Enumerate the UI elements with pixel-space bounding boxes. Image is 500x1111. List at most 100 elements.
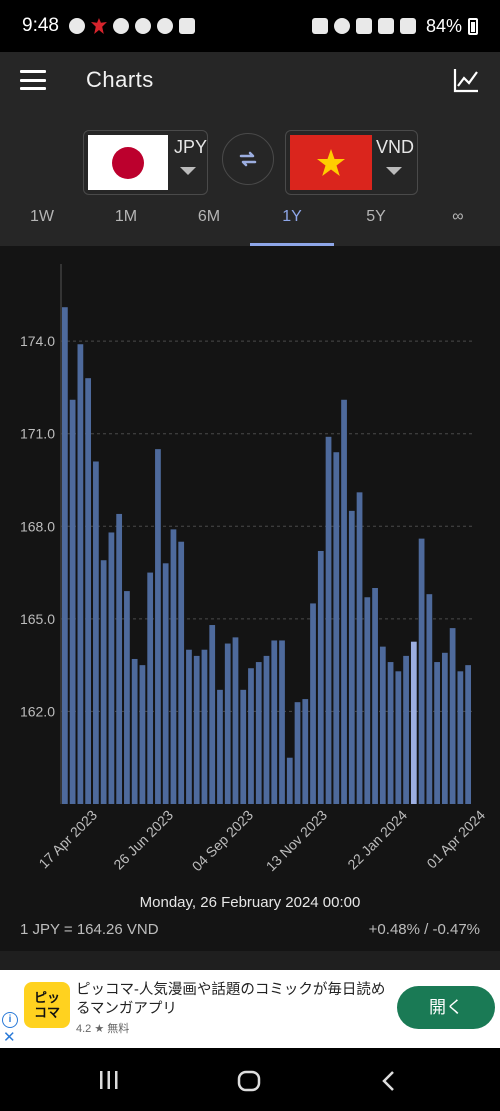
chart-bar[interactable] [341, 399, 347, 804]
line-chart-icon[interactable] [452, 66, 480, 94]
chevron-down-icon [180, 167, 196, 175]
chart-bar[interactable] [410, 641, 417, 804]
chart-bar[interactable] [348, 510, 355, 804]
chart-bar[interactable] [271, 640, 278, 804]
chart-bar[interactable] [434, 662, 440, 804]
chart-bar[interactable] [147, 572, 154, 804]
chart-bar[interactable] [364, 597, 371, 804]
chart-bar[interactable] [224, 643, 231, 804]
chart-bar[interactable] [131, 658, 138, 804]
chart-bar[interactable] [457, 671, 464, 804]
rate-change: +0.48% / -0.47% [368, 921, 480, 938]
chart-bar[interactable] [232, 637, 239, 804]
ad-app-logo: ピッコマ [24, 982, 70, 1028]
chart-bar[interactable] [333, 452, 340, 804]
tab-6m[interactable]: 6M [197, 208, 221, 225]
chart-bar[interactable] [178, 541, 185, 804]
chart-bar[interactable] [170, 529, 177, 804]
chart-bar[interactable] [193, 655, 200, 804]
range-tabs: 1W 1M 6M 1Y 5Y ∞ [0, 198, 500, 246]
tab-5y[interactable]: 5Y [366, 208, 386, 225]
chart-bar[interactable] [279, 640, 285, 804]
chart-bar[interactable] [418, 538, 425, 804]
recent-apps-icon[interactable] [98, 1070, 120, 1090]
chart-bar[interactable] [155, 449, 161, 804]
mute-icon [355, 18, 372, 34]
chart-bar[interactable] [124, 591, 130, 804]
chart-bar[interactable] [201, 649, 208, 804]
chart-bar[interactable] [62, 307, 68, 804]
from-currency-select[interactable]: JPY [83, 130, 208, 195]
wifi-icon [377, 18, 394, 34]
chart-bar[interactable] [263, 655, 270, 804]
gallery-icon [178, 18, 195, 34]
signal-icon [399, 18, 416, 34]
profile-icon [311, 18, 328, 34]
system-icons: 84% [311, 16, 478, 37]
chart-bar[interactable] [93, 461, 99, 804]
chart-bar[interactable] [465, 665, 471, 804]
status-bar: 9:48 84% [0, 0, 500, 52]
chart-bar[interactable] [395, 671, 402, 804]
chart-bar[interactable] [310, 603, 316, 804]
vietnam-flag-icon [290, 135, 372, 190]
swap-currencies-button[interactable] [222, 133, 274, 185]
chart-bar[interactable] [108, 532, 115, 804]
chart-bar[interactable] [85, 378, 92, 804]
ad-banner[interactable]: ピッコマ ピッコマ-人気漫画や話題のコミックが毎日読めるマンガアプリ 4.2 ★… [0, 970, 500, 1048]
chart-bar[interactable] [116, 513, 123, 804]
notification-icons [68, 18, 195, 34]
chart-bar[interactable] [217, 689, 223, 804]
chart-bar[interactable] [403, 655, 409, 804]
chart-bar[interactable] [100, 560, 107, 804]
from-currency-code: JPY [174, 137, 208, 157]
chart-bar[interactable] [69, 399, 76, 804]
ad-open-button[interactable]: 開く [397, 986, 495, 1029]
chart-bar[interactable] [302, 699, 309, 804]
to-currency-select[interactable]: VND [285, 130, 418, 195]
chart-bar[interactable] [294, 702, 301, 804]
chart-bar[interactable] [162, 563, 169, 804]
chart-bar[interactable] [356, 492, 363, 804]
back-icon[interactable] [380, 1070, 396, 1092]
chart-bar[interactable] [379, 646, 386, 804]
hamburger-menu-icon[interactable] [20, 70, 46, 90]
ad-close-icon[interactable]: ✕ [3, 1029, 16, 1046]
to-currency-code: VND [376, 137, 415, 157]
chevron-down-icon [386, 167, 402, 175]
chart-bar[interactable] [387, 662, 394, 804]
chart-bar[interactable] [248, 668, 254, 804]
tab-1w[interactable]: 1W [30, 208, 54, 225]
chart-bar[interactable] [77, 344, 84, 804]
alarm-icon [333, 18, 350, 34]
chart-bar[interactable] [372, 588, 378, 804]
currency-selector: JPY VND [0, 108, 500, 198]
maple-leaf-icon [90, 18, 107, 34]
chart-bar[interactable] [441, 652, 448, 804]
chart-bar[interactable] [209, 625, 216, 804]
chart-bar[interactable] [317, 550, 324, 804]
page-title: Charts [86, 67, 154, 92]
app-notification-icon [112, 18, 129, 34]
exchange-rate-bar-chart[interactable]: 162.0 165.0 168.0 171.0 174.0 17 Apr 2023 26 J… [0, 246, 500, 886]
chart-area[interactable]: 162.0 165.0 168.0 171.0 174.0 17 Apr 2023 26 J… [0, 246, 500, 951]
chart-bar[interactable] [186, 649, 192, 804]
chart-bar[interactable] [255, 662, 262, 804]
chart-bar[interactable] [426, 594, 433, 804]
divider [0, 951, 500, 970]
tab-1y[interactable]: 1Y [250, 198, 334, 246]
web-icon [156, 18, 173, 34]
chart-bar[interactable] [240, 689, 247, 804]
ad-rating: 4.2 ★ 無料 [76, 1023, 130, 1035]
tab-1m[interactable]: 1M [114, 208, 138, 225]
chart-bar[interactable] [139, 665, 146, 804]
tab-all[interactable]: ∞ [452, 208, 464, 225]
y-tick-label: 165.0 [20, 611, 55, 627]
chart-bar[interactable] [449, 628, 456, 804]
home-icon[interactable] [237, 1070, 261, 1092]
swap-icon [239, 151, 257, 167]
chart-bar[interactable] [286, 757, 293, 804]
ad-info-icon[interactable]: i [2, 1012, 18, 1028]
ad-title[interactable]: ピッコマ-人気漫画や話題のコミックが毎日読めるマンガアプリ [76, 982, 386, 1017]
chart-bar[interactable] [325, 436, 332, 804]
